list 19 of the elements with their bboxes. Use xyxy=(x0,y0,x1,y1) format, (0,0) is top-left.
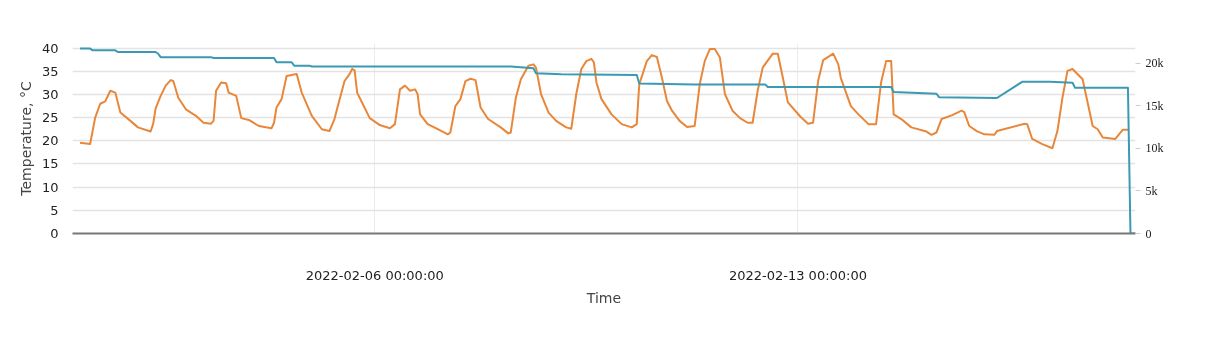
y-tick-label: 35 xyxy=(41,63,59,79)
y-axis-title: Temperature, °C xyxy=(17,81,34,197)
y2-tick-label: 15k xyxy=(1145,98,1164,113)
x-tick-label: 2022-02-13 00:00:00 xyxy=(728,267,867,283)
y-tick-label: 30 xyxy=(41,86,59,102)
y-tick-label: 10 xyxy=(41,179,59,195)
y-tick-label: 20 xyxy=(41,133,59,149)
y2-tick-label: 10k xyxy=(1145,141,1164,156)
y-tick-label: 25 xyxy=(41,110,59,126)
line-series xyxy=(79,48,1129,150)
y2-tick-label: 0 xyxy=(1145,226,1152,241)
x-axis-title: Time xyxy=(585,289,622,306)
y-tick-label: 0 xyxy=(50,226,59,241)
x-tick-label: 2022-02-06 00:00:00 xyxy=(305,267,444,283)
y2-tick-label: 5k xyxy=(1145,183,1158,198)
y2-tick-label: 20k xyxy=(1145,56,1164,71)
y-tick-label: 15 xyxy=(41,156,59,172)
y-tick-label: 40 xyxy=(41,40,59,56)
y-tick-label: 5 xyxy=(50,202,59,218)
